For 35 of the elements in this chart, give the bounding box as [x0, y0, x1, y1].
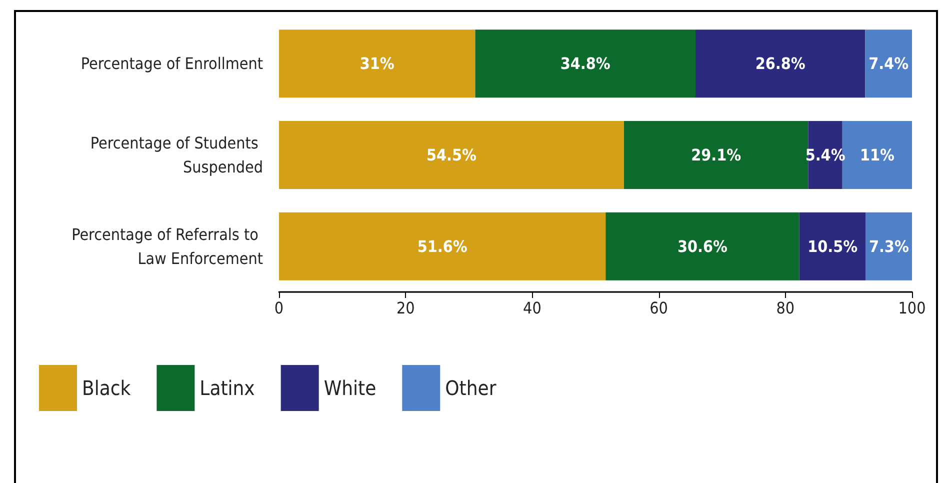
- data-label: 54.5%: [426, 146, 476, 164]
- bar: [866, 212, 912, 280]
- data-label: 51.6%: [417, 236, 468, 256]
- y-tick-label: Percentage of Students Suspended: [90, 134, 263, 176]
- bar: [624, 121, 808, 189]
- bar: [279, 121, 624, 189]
- bar: [279, 30, 476, 98]
- legend-label: Black: [82, 376, 132, 400]
- legend-label: Other: [445, 376, 497, 400]
- x-tick-label: 20: [396, 298, 415, 318]
- bar: [865, 30, 912, 98]
- legend-label: White: [324, 376, 376, 400]
- bar: [606, 212, 800, 280]
- data-label: 7.3%: [868, 236, 909, 256]
- data-label: 10.5%: [808, 236, 858, 256]
- data-label: 30.6%: [678, 236, 728, 256]
- data-label: 7.4%: [868, 54, 909, 74]
- data-label: 31%: [360, 54, 394, 74]
- y-tick-label: Percentage of Enrollment: [80, 54, 264, 74]
- bar: [799, 212, 866, 280]
- bar: [696, 30, 866, 98]
- x-tick-label: 0: [274, 298, 284, 318]
- x-tick-label: 60: [650, 298, 668, 318]
- x-tick-label: 40: [523, 298, 542, 318]
- data-label: 5.4%: [805, 146, 846, 164]
- bar: [279, 212, 606, 280]
- data-label: 26.8%: [755, 54, 806, 74]
- data-label: 34.8%: [560, 54, 610, 74]
- y-tick-label: Percentage of Referrals to Law Enforcement: [72, 224, 264, 268]
- x-tick-label: 80: [776, 298, 795, 318]
- bar: [475, 30, 696, 98]
- data-label: 29.1%: [691, 146, 742, 164]
- data-label: 11%: [860, 146, 894, 164]
- x-tick-label: 100: [898, 298, 926, 318]
- legend-label: Latinx: [200, 376, 256, 400]
